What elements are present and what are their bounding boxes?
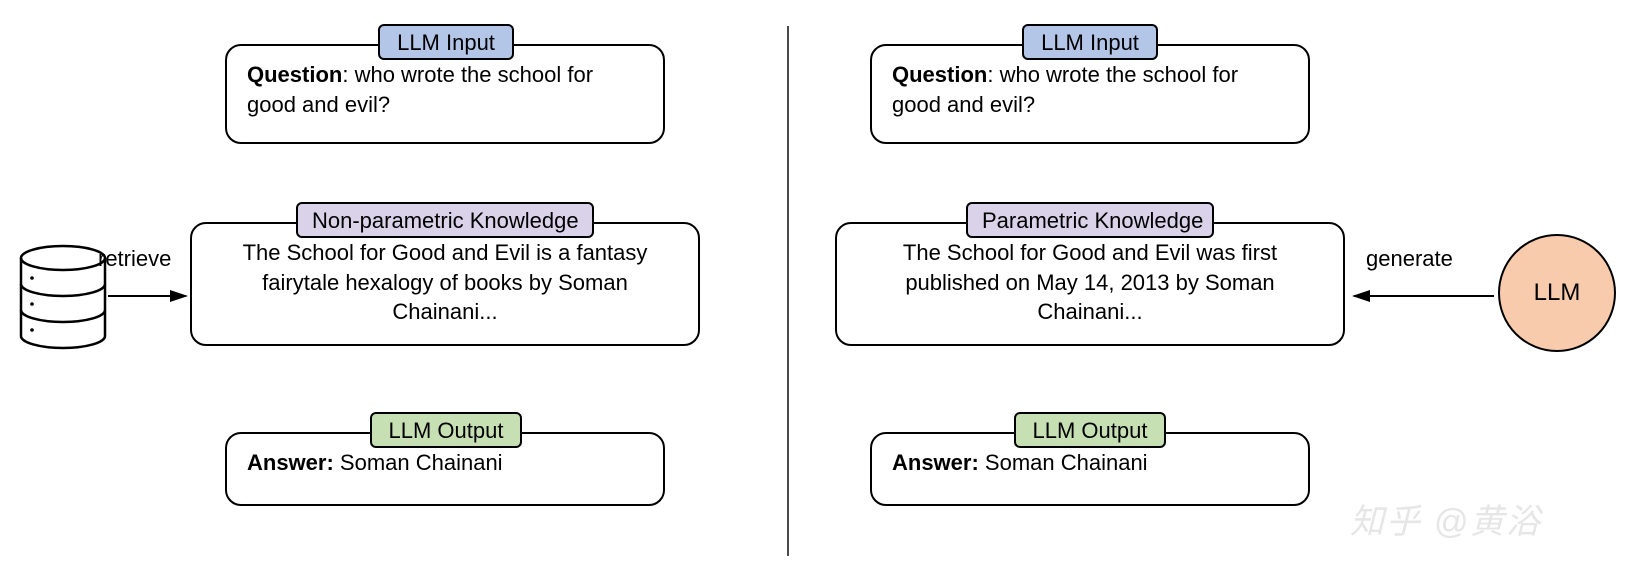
right-input-label: LLM Input	[1022, 24, 1158, 60]
knowledge-text: The School for Good and Evil is a fantas…	[212, 238, 678, 327]
retrieve-edge-label: retrieve	[98, 246, 171, 272]
question-prefix: Question	[247, 62, 342, 87]
llm-node: LLM	[1498, 234, 1616, 352]
answer-prefix: Answer:	[892, 450, 979, 475]
vertical-divider	[787, 26, 789, 556]
left-input-label: LLM Input	[378, 24, 514, 60]
answer-prefix: Answer:	[247, 450, 334, 475]
answer-text: Soman Chainani	[334, 450, 503, 475]
left-knowledge-label: Non-parametric Knowledge	[296, 202, 594, 238]
right-output-label: LLM Output	[1014, 412, 1166, 448]
left-output-label: LLM Output	[370, 412, 522, 448]
question-prefix: Question	[892, 62, 987, 87]
generate-edge-label: generate	[1366, 246, 1453, 272]
knowledge-text: The School for Good and Evil was first p…	[857, 238, 1323, 327]
database-icon	[18, 244, 108, 350]
right-knowledge-label: Parametric Knowledge	[966, 202, 1214, 238]
watermark-text: 知乎 @黄浴	[1350, 494, 1542, 543]
generate-arrow	[1350, 286, 1510, 316]
diagram-canvas: retrieve Question: who wrote the school …	[0, 0, 1642, 574]
left-knowledge-card: The School for Good and Evil is a fantas…	[190, 222, 700, 346]
answer-text: Soman Chainani	[979, 450, 1148, 475]
llm-node-label: LLM	[1534, 279, 1581, 307]
right-knowledge-card: The School for Good and Evil was first p…	[835, 222, 1345, 346]
